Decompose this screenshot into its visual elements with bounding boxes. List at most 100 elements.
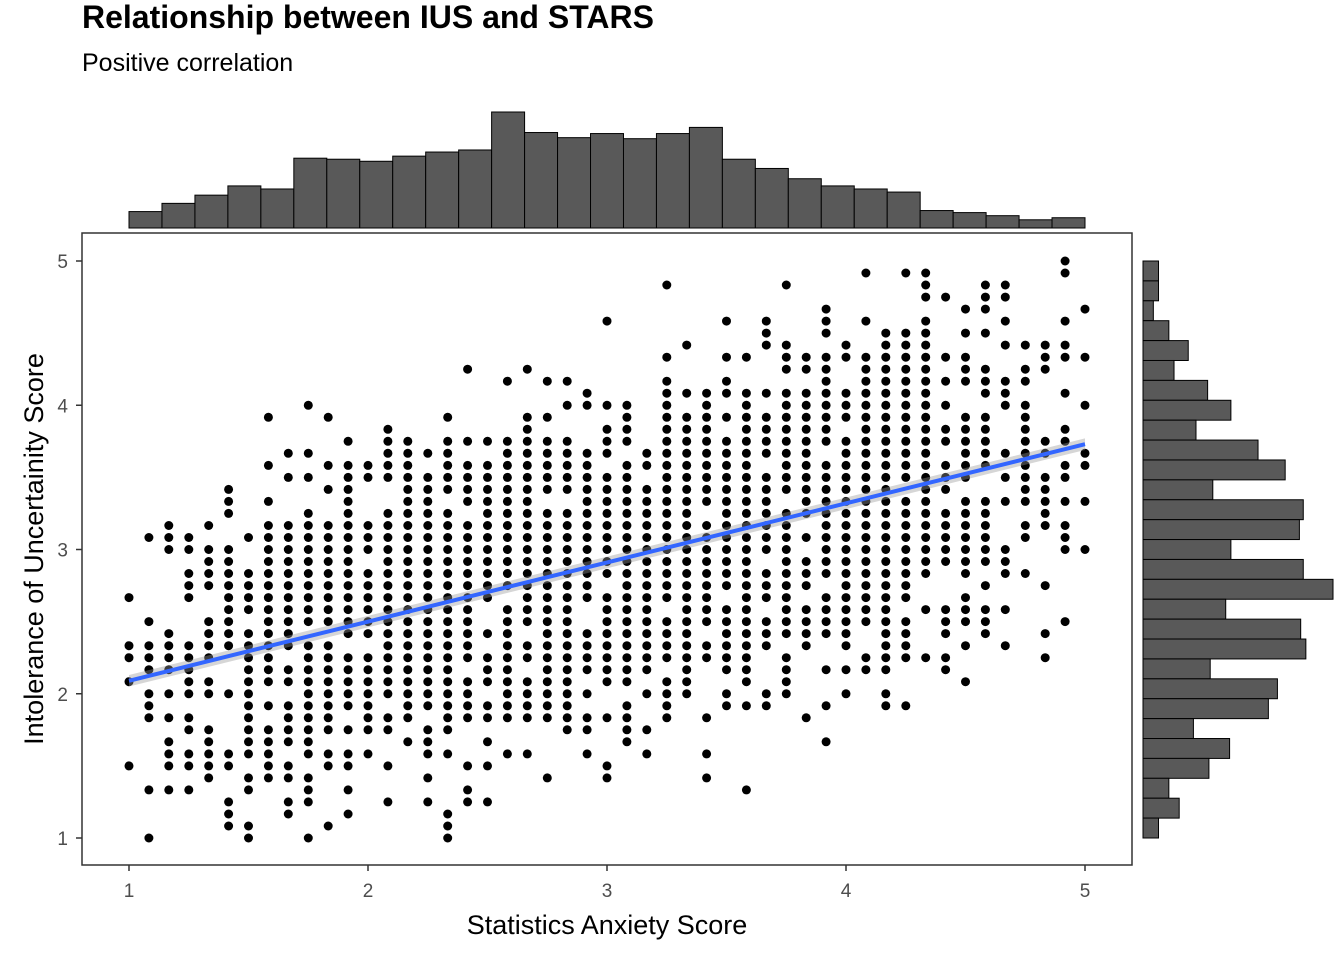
scatter-point	[1060, 424, 1070, 434]
scatter-point	[602, 545, 612, 554]
scatter-point	[582, 400, 592, 410]
scatter-point	[781, 605, 791, 615]
scatter-point	[1080, 352, 1090, 362]
scatter-point	[642, 653, 652, 663]
scatter-point	[562, 533, 572, 542]
scatter-point	[881, 545, 891, 554]
scatter-point	[622, 569, 632, 578]
scatter-point	[861, 472, 871, 482]
scatter-point	[323, 412, 333, 422]
scatter-point	[383, 593, 393, 603]
scatter-point	[244, 785, 253, 795]
x-histogram-bar	[820, 185, 855, 229]
scatter-point	[343, 761, 353, 771]
scatter-point	[423, 533, 433, 542]
scatter-point	[303, 713, 313, 723]
scatter-point	[443, 689, 453, 699]
scatter-point	[224, 761, 234, 771]
scatter-point	[901, 352, 911, 362]
scatter-point	[622, 412, 632, 422]
scatter-point	[841, 436, 851, 446]
scatter-point	[602, 496, 612, 506]
scatter-point	[1020, 448, 1030, 458]
scatter-point	[682, 412, 692, 422]
scatter-point	[582, 581, 592, 591]
scatter-point	[423, 665, 433, 675]
scatter-point	[781, 472, 791, 482]
scatter-point	[463, 533, 473, 542]
scatter-point	[403, 472, 413, 482]
scatter-point	[522, 641, 532, 651]
scatter-point	[542, 641, 552, 651]
scatter-point	[403, 701, 413, 711]
scatter-point	[741, 701, 751, 711]
scatter-point	[821, 533, 831, 542]
scatter-point	[961, 376, 970, 386]
scatter-point	[263, 496, 273, 506]
scatter-point	[921, 484, 931, 494]
y-histogram-bar	[1142, 618, 1302, 640]
x-histogram-bar	[886, 191, 921, 229]
scatter-point	[144, 653, 154, 663]
scatter-point	[642, 605, 652, 615]
scatter-point	[443, 629, 453, 639]
scatter-point	[741, 545, 751, 554]
x-histogram-bar	[919, 210, 954, 229]
scatter-point	[881, 641, 891, 651]
scatter-point	[662, 352, 672, 362]
scatter-point	[821, 593, 831, 603]
x-histogram-bar	[161, 202, 196, 229]
x-marginal-histogram	[128, 111, 1086, 229]
scatter-point	[901, 412, 911, 422]
scatter-point	[941, 521, 951, 530]
scatter-point	[722, 701, 731, 711]
x-histogram-bar	[194, 194, 229, 229]
scatter-point	[821, 557, 831, 566]
scatter-point	[323, 689, 333, 699]
scatter-point	[1080, 545, 1090, 554]
scatter-point	[741, 617, 751, 627]
scatter-point	[841, 508, 851, 518]
scatter-point	[722, 629, 731, 639]
scatter-point	[323, 545, 333, 554]
scatter-point	[702, 749, 712, 759]
x-axis-title: Statistics Anxiety Score	[467, 910, 748, 940]
scatter-point	[582, 713, 592, 723]
scatter-point	[542, 713, 552, 723]
scatter-point	[961, 605, 970, 615]
scatter-point	[522, 436, 532, 446]
scatter-point	[263, 725, 273, 735]
scatter-point	[921, 424, 931, 434]
scatter-point	[403, 448, 413, 458]
scatter-point	[303, 581, 313, 591]
scatter-point	[622, 677, 632, 687]
scatter-point	[901, 436, 911, 446]
scatter-point	[184, 545, 194, 554]
scatter-point	[622, 521, 632, 530]
scatter-point	[144, 533, 154, 542]
scatter-point	[542, 581, 552, 591]
scatter-point	[463, 364, 473, 374]
scatter-point	[244, 677, 253, 687]
scatter-point	[801, 557, 811, 566]
scatter-point	[244, 629, 253, 639]
scatter-point	[204, 557, 214, 566]
scatter-point	[961, 557, 970, 566]
scatter-point	[642, 569, 652, 578]
scatter-point	[642, 629, 652, 639]
scatter-point	[961, 521, 970, 530]
scatter-point	[164, 737, 174, 747]
scatter-point	[204, 725, 214, 735]
scatter-point	[682, 533, 692, 542]
scatter-point	[443, 653, 453, 663]
scatter-point	[781, 448, 791, 458]
scatter-point	[562, 545, 572, 554]
scatter-point	[323, 617, 333, 627]
scatter-point	[383, 629, 393, 639]
scatter-point	[542, 545, 552, 554]
scatter-point	[761, 617, 771, 627]
scatter-point	[901, 376, 911, 386]
scatter-point	[263, 533, 273, 542]
scatter-point	[224, 629, 234, 639]
scatter-point	[642, 533, 652, 542]
